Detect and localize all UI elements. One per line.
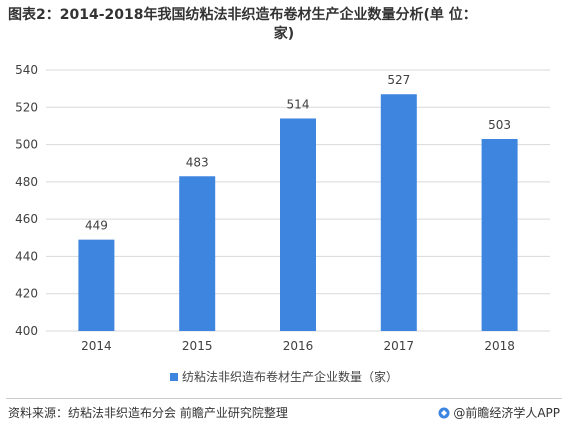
y-tick-label: 520 <box>15 100 38 114</box>
bar <box>481 138 518 331</box>
y-tick-label: 480 <box>15 175 38 189</box>
bar <box>78 239 115 331</box>
legend: 纺粘法非织造布卷材生产企业数量（家） <box>0 369 568 385</box>
chart-title-line2: 家) <box>273 26 295 42</box>
brand-credit: @前瞻经济学人APP <box>438 405 560 421</box>
chart-title: 图表2：2014-2018年我国纺粘法非织造布卷材生产企业数量分析(单 位： 家… <box>8 6 560 44</box>
x-tick-label: 2018 <box>484 339 515 353</box>
x-tick-label: 2014 <box>81 339 112 353</box>
data-label: 449 <box>85 219 108 233</box>
brand-label: @前瞻经济学人APP <box>453 406 560 420</box>
x-tick-label: 2016 <box>283 339 314 353</box>
y-tick-label: 400 <box>15 324 38 338</box>
y-tick-label: 460 <box>15 212 38 226</box>
brand-logo-icon <box>438 407 450 419</box>
footer-divider <box>6 398 562 399</box>
y-tick-label: 540 <box>15 63 38 77</box>
y-tick-label: 440 <box>15 249 38 263</box>
bar <box>280 118 316 331</box>
x-tick-label: 2017 <box>384 339 415 353</box>
data-label: 483 <box>186 155 209 169</box>
x-tick-label: 2015 <box>182 339 213 353</box>
bar <box>380 94 417 331</box>
chart-title-line1: 图表2：2014-2018年我国纺粘法非织造布卷材生产企业数量分析(单 位： <box>8 7 477 23</box>
y-tick-label: 500 <box>15 138 38 152</box>
y-tick-label: 420 <box>15 287 38 301</box>
data-label: 527 <box>387 73 410 87</box>
data-label: 503 <box>488 118 511 132</box>
source-note: 资料来源：纺粘法非织造布分会 前瞻产业研究院整理 <box>8 406 288 420</box>
legend-swatch <box>169 373 178 381</box>
legend-label: 纺粘法非织造布卷材生产企业数量（家） <box>181 370 398 384</box>
bar <box>179 176 216 331</box>
data-label: 514 <box>287 97 310 111</box>
